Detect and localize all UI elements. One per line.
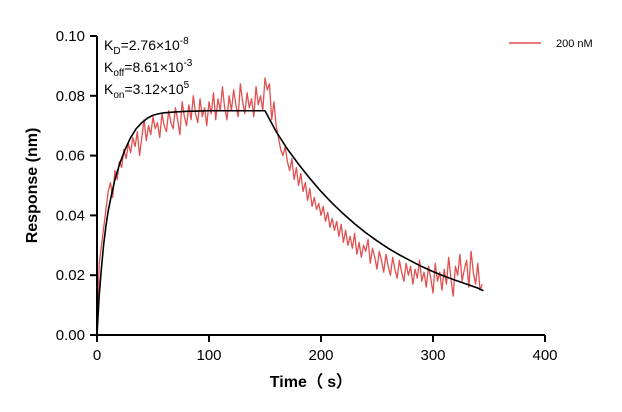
kinetic-value: =8.61×10 [124,59,183,75]
x-tick-label: 300 [420,347,445,364]
legend: 200 nM [509,38,593,50]
fit-curve [96,109,484,336]
y-tick-label: 0.08 [56,88,85,105]
kinetic-value: =3.12×10 [124,81,183,97]
y-tick-label: 0.04 [56,207,85,224]
kinetic-exponent: 5 [184,80,190,91]
x-axis-title: Time（ s） [270,373,352,391]
x-tick-label: 200 [308,347,333,364]
series-line-0 [96,77,483,336]
kinetic-symbol: K [104,37,114,53]
plot-lines [96,77,484,336]
x-tick-label: 100 [196,347,221,364]
kinetic-constant-on: Kon=3.12×105 [104,80,190,101]
y-tick-label: 0.10 [56,28,85,45]
x-tick-label: 0 [93,347,101,364]
kinetic-subscript: D [113,46,120,57]
kinetic-subscript: off [113,68,124,79]
kinetic-symbol: K [104,81,114,97]
axes: 0.00 0.02 0.04 0.06 0.08 0.10 0 100 200 300 400 [56,28,558,364]
y-tick-label: 0.06 [56,148,85,165]
y-tick-label: 0.02 [56,267,85,284]
x-tick-label: 400 [532,347,557,364]
kinetic-symbol: K [104,59,114,75]
kinetic-constant-D: KD=2.76×10-8 [104,36,189,57]
y-axis-title: Response (nm) [24,128,41,244]
kinetic-exponent: -3 [183,58,192,69]
kinetic-exponent: -8 [180,36,189,47]
legend-label: 200 nM [556,38,593,50]
y-tick-label: 0.00 [56,327,85,344]
kinetic-subscript: on [113,90,124,101]
kinetic-value: =2.76×10 [121,37,180,53]
kinetic-constant-off: Koff=8.61×10-3 [104,58,193,79]
